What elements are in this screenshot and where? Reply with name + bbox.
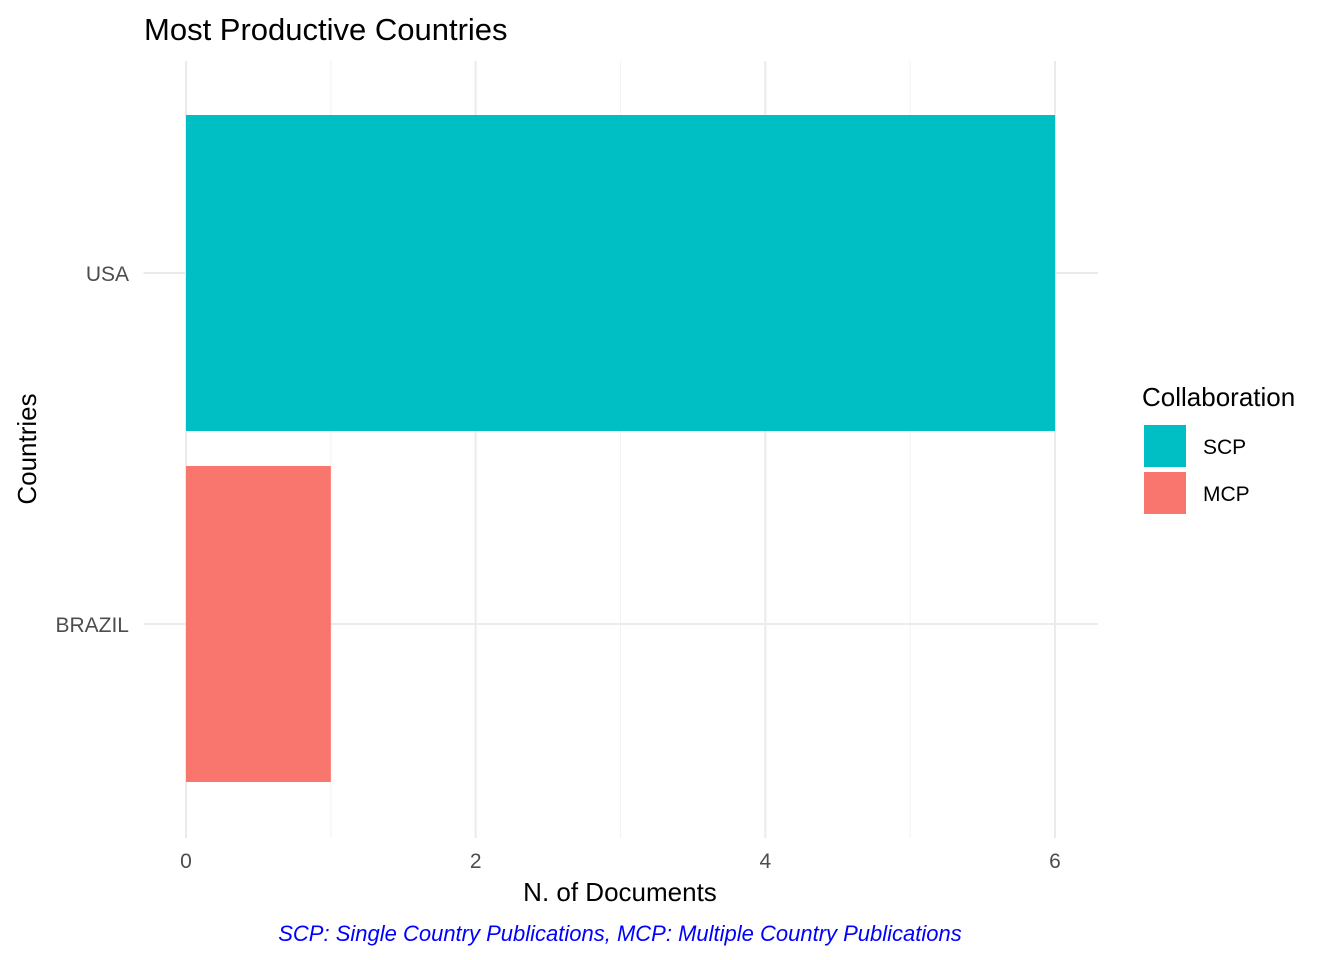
x-tick-label: 4 — [759, 850, 771, 873]
y-axis-title: Countries — [12, 393, 42, 504]
legend-label-scp: SCP — [1203, 436, 1246, 459]
legend: Collaboration SCP MCP — [1142, 382, 1295, 514]
chart-title: Most Productive Countries — [144, 12, 508, 47]
x-tick-label: 0 — [180, 850, 192, 873]
legend-label-mcp: MCP — [1203, 483, 1250, 506]
chart-caption: SCP: Single Country Publications, MCP: M… — [278, 921, 962, 946]
bars — [186, 115, 1055, 782]
y-tick-label: USA — [86, 263, 129, 286]
x-tick-label: 2 — [470, 850, 482, 873]
legend-key-scp — [1144, 425, 1186, 467]
legend-items: SCP MCP — [1144, 425, 1250, 514]
bar-brazil-mcp — [186, 466, 331, 782]
x-axis-title: N. of Documents — [523, 877, 717, 907]
y-tick-label: BRAZIL — [55, 614, 129, 637]
x-tick-label: 6 — [1049, 850, 1061, 873]
legend-key-mcp — [1144, 472, 1186, 514]
legend-title: Collaboration — [1142, 382, 1295, 412]
bar-usa-scp — [186, 115, 1055, 431]
tick-labels: 0 2 4 6 USA BRAZIL — [55, 263, 1060, 873]
